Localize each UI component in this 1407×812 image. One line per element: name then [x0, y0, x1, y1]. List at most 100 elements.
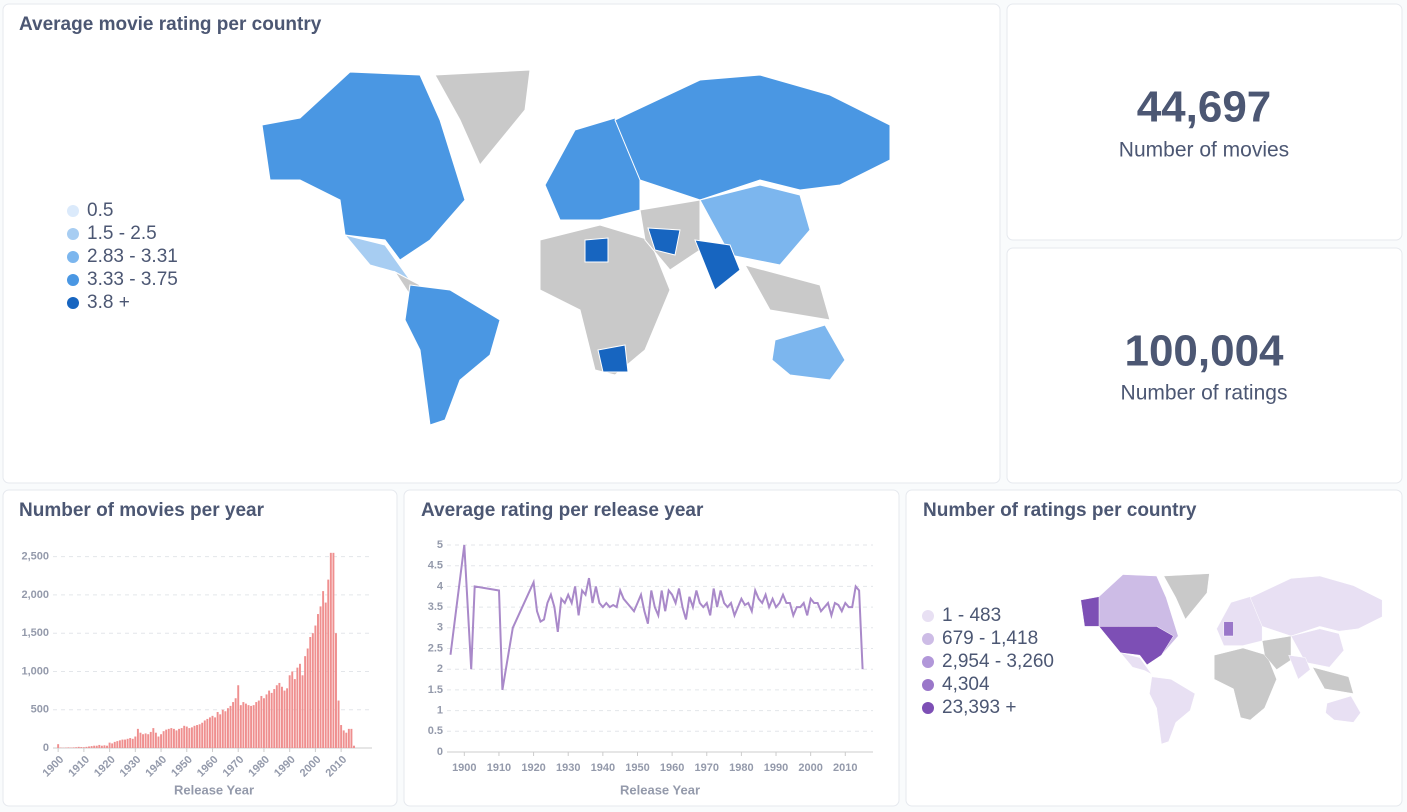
legend-swatch — [67, 228, 79, 240]
bar — [152, 728, 155, 748]
bar — [183, 725, 186, 748]
legend-swatch — [922, 702, 934, 714]
legend-swatch — [67, 251, 79, 263]
bar — [106, 745, 108, 748]
bar — [203, 720, 206, 748]
bar — [162, 731, 165, 748]
bar — [270, 692, 273, 748]
legend-label: 23,393 + — [942, 697, 1017, 718]
bar — [332, 552, 335, 748]
bar — [170, 728, 173, 748]
legend-swatch — [67, 297, 79, 309]
bar — [185, 726, 188, 748]
bar — [147, 734, 150, 748]
y-tick-label: 1 — [437, 705, 443, 717]
x-tick-label: 1990 — [764, 762, 788, 774]
y-tick-label: 2.5 — [428, 642, 443, 654]
bar — [221, 709, 224, 748]
stat-label: Number of ratings — [1121, 382, 1288, 405]
bar — [340, 725, 343, 748]
line — [449, 544, 864, 691]
y-tick-label: 4 — [437, 580, 444, 592]
y-tick-label: 5 — [437, 539, 443, 551]
legend-label: 0.5 — [87, 200, 113, 221]
bar — [280, 686, 283, 748]
y-tick-label: 1,500 — [21, 627, 49, 639]
x-tick-label: 1940 — [591, 762, 615, 774]
bar — [165, 729, 168, 748]
stat-card — [1006, 247, 1403, 484]
bar — [211, 715, 214, 748]
bar — [206, 718, 209, 748]
bar — [317, 614, 319, 748]
bar — [342, 730, 345, 748]
bar — [175, 730, 178, 748]
bar — [353, 745, 355, 748]
bar — [337, 700, 340, 748]
bar — [93, 745, 96, 748]
bar — [82, 747, 85, 748]
bar — [188, 728, 191, 748]
bar — [224, 711, 227, 748]
bar — [232, 702, 235, 748]
bar — [160, 734, 163, 748]
bar — [234, 698, 237, 748]
bar — [309, 637, 312, 748]
legend-label: 1 - 483 — [942, 605, 1001, 626]
legend-swatch — [67, 274, 79, 286]
bar — [327, 579, 330, 748]
bar — [275, 685, 278, 748]
bar — [324, 602, 327, 748]
legend-label: 2,954 - 3,260 — [942, 651, 1054, 672]
bar — [172, 728, 175, 748]
legend-label: 679 - 1,418 — [942, 628, 1038, 649]
bar — [237, 685, 240, 748]
bar — [299, 663, 301, 748]
y-tick-label: 2,000 — [21, 589, 49, 601]
legend-swatch — [922, 679, 934, 691]
legend-swatch — [922, 656, 934, 668]
y-tick-label: 2,500 — [21, 551, 49, 563]
bar — [95, 745, 98, 748]
bar — [216, 712, 219, 748]
x-tick-label: 2010 — [833, 762, 857, 774]
bar — [154, 732, 157, 748]
bar — [262, 698, 265, 748]
x-tick-label: 1900 — [452, 762, 476, 774]
legend-swatch — [67, 205, 79, 217]
bar — [229, 705, 232, 748]
bar — [98, 744, 101, 748]
bar — [268, 690, 271, 748]
bar — [198, 724, 201, 748]
y-tick-label: 2 — [437, 663, 443, 675]
bar — [193, 725, 196, 748]
bar — [72, 747, 75, 748]
bar — [118, 740, 121, 748]
bar — [121, 739, 124, 748]
axis-label: Release Year — [174, 782, 254, 797]
bar — [283, 690, 286, 748]
bar — [57, 744, 60, 748]
y-tick-label: 0 — [437, 746, 443, 758]
stat-card — [1006, 3, 1403, 241]
bar — [335, 633, 337, 748]
bar — [129, 738, 132, 748]
bar — [201, 722, 204, 748]
bar — [113, 741, 116, 748]
bar — [100, 745, 103, 748]
bar — [293, 679, 296, 748]
bar — [242, 702, 245, 748]
bar — [291, 671, 294, 748]
bar — [345, 732, 348, 748]
bar — [85, 746, 88, 748]
bar — [116, 741, 119, 748]
bar — [190, 727, 193, 748]
bar — [75, 747, 78, 748]
bar — [131, 738, 134, 748]
bar — [214, 717, 217, 748]
bar — [80, 747, 83, 748]
bar — [239, 705, 242, 748]
y-tick-label: 0 — [43, 742, 49, 754]
bar — [157, 736, 160, 748]
card-title: Number of ratings per country — [923, 500, 1197, 521]
